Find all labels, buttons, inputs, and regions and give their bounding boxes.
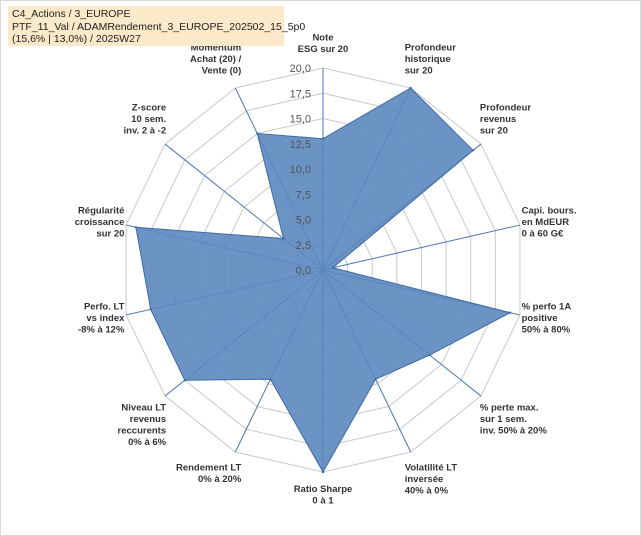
axis-label: % perte max. sur 1 sem. inv. 50% à 20% — [480, 403, 547, 437]
axis-label: Régularité croissance sur 20 — [75, 205, 125, 239]
tick-label: 5,0 — [296, 215, 311, 227]
header-line-3: (15,6% | 13,0%) / 2025W27 — [12, 33, 141, 45]
axis-label: Volatilité LT inversée 40% à 0% — [405, 463, 458, 497]
tick-label: 7,5 — [296, 189, 311, 201]
data-point — [321, 470, 325, 474]
data-point — [409, 86, 412, 90]
axis-spoke — [322, 224, 521, 271]
axis-label: Profondeur historique sur 20 — [405, 42, 456, 76]
axis-label: Capi. bours. en MdEUR 0 à 60 G€ — [522, 205, 577, 239]
axis-label: % perfo 1A positive 50% à 80% — [522, 302, 572, 336]
axis-labels: Note ESG sur 20 Profondeur historique sur 20… — [75, 33, 577, 507]
axis-label: Rendement LT 0% à 20% — [176, 463, 242, 486]
axis-label: Ratio Sharpe 0 à 1 — [294, 484, 353, 507]
data-point — [508, 311, 512, 314]
data-point — [282, 237, 285, 240]
axis-label: Note ESG sur 20 — [298, 33, 349, 56]
header-line-1: C4_Actions / 3_EUROPE — [12, 8, 131, 20]
radial-tick-labels: 0,0 2,5 5,0 7,5 10,0 12,5 15,0 17,5 20,0 — [290, 63, 311, 277]
data-point — [149, 308, 152, 311]
tick-label: 15,0 — [290, 114, 311, 126]
axis-label: Niveau LT revenus reccurents 0% à 6% — [118, 403, 167, 449]
axis-label: Z-score 10 sem. inv. 2 à -2 — [124, 102, 167, 136]
data-point — [374, 377, 377, 381]
chart-header: C4_Actions / 3_EUROPE PTF_11_Val / ADAMR… — [8, 6, 306, 46]
data-point — [256, 132, 259, 135]
tick-label: 12,5 — [290, 139, 311, 151]
tick-label: 20,0 — [290, 63, 311, 75]
radar-series — [134, 86, 512, 474]
data-point — [471, 149, 475, 152]
series-area — [135, 87, 512, 474]
tick-label: 2,5 — [296, 240, 311, 252]
tick-label: 0,0 — [296, 265, 311, 277]
data-point — [321, 137, 325, 140]
data-point — [134, 226, 138, 229]
axis-label: Momentum Achat (20) / Vente (0) — [190, 42, 242, 76]
header-line-2: PTF_11_Val / ADAMRendement_3_EUROPE_2025… — [12, 20, 306, 33]
axis-label: Perfo. LT vs index -8% à 12% — [78, 302, 125, 336]
data-point — [331, 266, 335, 269]
axis-label: Profondeur revenus sur 20 — [480, 102, 531, 136]
tick-label: 10,0 — [290, 164, 311, 176]
tick-label: 17,5 — [290, 88, 311, 100]
data-point — [269, 377, 272, 381]
data-point — [428, 353, 431, 357]
data-point — [183, 379, 187, 382]
